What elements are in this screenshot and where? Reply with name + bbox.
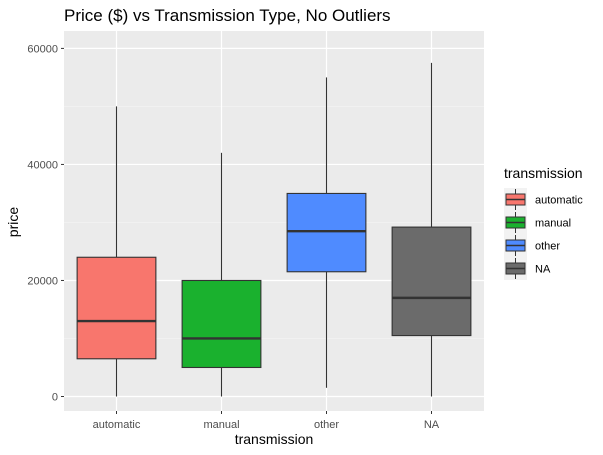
box-series	[76, 62, 472, 397]
x-tick-label: NA	[424, 419, 440, 431]
box-na	[391, 62, 472, 397]
box-body	[181, 279, 262, 369]
box-body	[286, 192, 367, 273]
x-tick-label: automatic	[93, 419, 141, 431]
box-other	[286, 77, 367, 388]
legend-key-na	[504, 257, 527, 280]
legend-label: NA	[535, 264, 551, 276]
x-axis: automatic manual other NA	[93, 411, 440, 431]
legend-title: transmission	[504, 165, 583, 181]
chart-title: Price ($) vs Transmission Type, No Outli…	[64, 6, 391, 25]
box-body	[391, 226, 472, 337]
legend-label: other	[535, 241, 560, 253]
y-tick-label: 40000	[27, 159, 58, 171]
box-automatic	[76, 106, 157, 397]
y-axis: 0 20000 40000 60000	[27, 43, 64, 403]
box-manual	[181, 152, 262, 397]
legend-key-automatic	[504, 188, 527, 211]
legend-key-other	[504, 234, 527, 257]
x-tick-label: other	[314, 419, 339, 431]
x-tick-label: manual	[203, 419, 239, 431]
box-body	[76, 256, 157, 360]
legend: transmission automatic manual other NA	[504, 165, 583, 280]
legend-key-manual	[504, 211, 527, 234]
y-tick-label: 20000	[27, 275, 58, 287]
y-axis-title: price	[5, 207, 21, 238]
y-tick-label: 0	[52, 391, 58, 403]
legend-label: automatic	[535, 195, 583, 207]
x-axis-title: transmission	[235, 431, 314, 447]
legend-label: manual	[535, 218, 571, 230]
y-tick-label: 60000	[27, 43, 58, 55]
